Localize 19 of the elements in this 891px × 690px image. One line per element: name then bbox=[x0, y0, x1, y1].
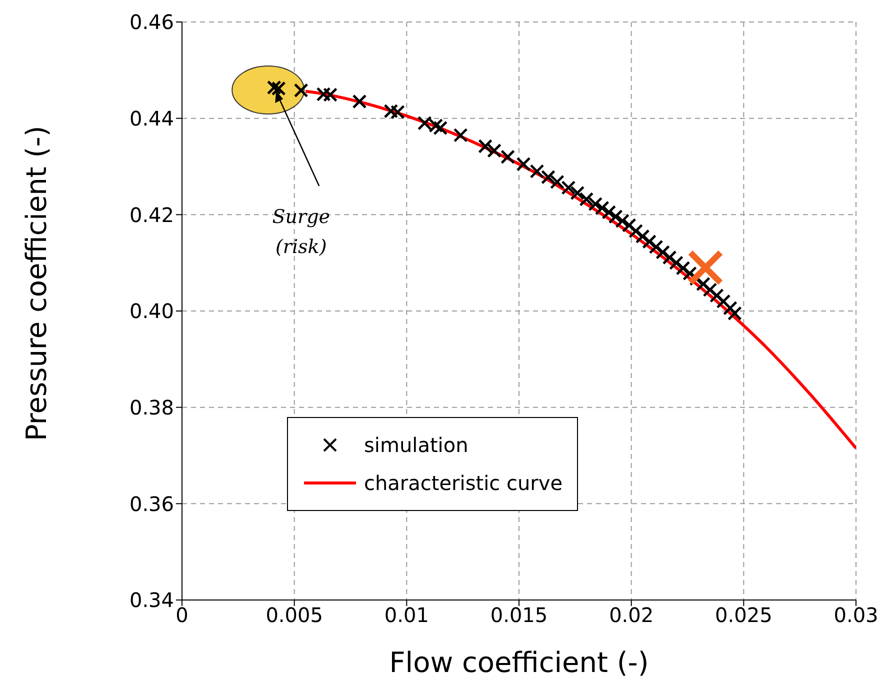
x-axis-title: Flow coefficient (-) bbox=[389, 646, 649, 679]
y-tick-label: 0.44 bbox=[129, 106, 174, 130]
legend-label: characteristic curve bbox=[364, 470, 563, 497]
x-tick-label: 0 bbox=[176, 603, 188, 628]
x-tick-label: 0.015 bbox=[490, 603, 548, 628]
y-tick-label: 0.36 bbox=[129, 492, 174, 516]
y-tick-label: 0.42 bbox=[129, 202, 174, 227]
x-tick-label: 0.02 bbox=[609, 603, 654, 628]
y-tick-label: 0.38 bbox=[129, 395, 174, 420]
x-tick-label: 0.03 bbox=[834, 603, 878, 628]
x-tick-label: 0.025 bbox=[715, 603, 772, 628]
legend-label: simulation bbox=[364, 432, 468, 459]
x-tick-label: 0.01 bbox=[384, 603, 429, 628]
y-tick-label: 0.34 bbox=[129, 588, 174, 612]
x-tick-label: 0.005 bbox=[266, 603, 323, 628]
y-axis-title: Pressure coefficient (-) bbox=[20, 126, 53, 441]
annotation: Surge (risk) bbox=[272, 206, 330, 258]
y-tick-label: 0.40 bbox=[129, 299, 174, 324]
y-tick-label: 0.46 bbox=[129, 10, 174, 34]
